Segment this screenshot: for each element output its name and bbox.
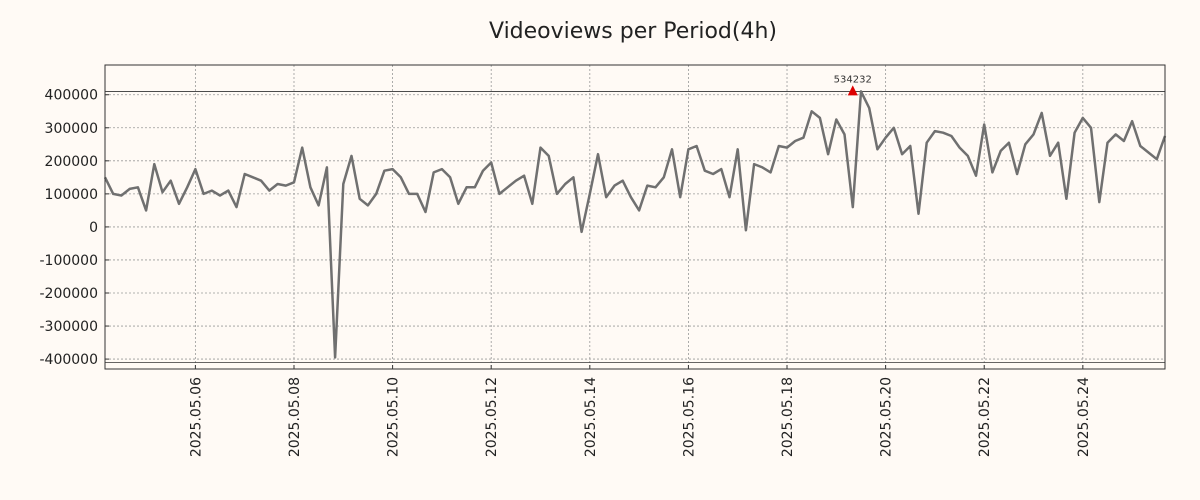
series-line bbox=[103, 90, 1167, 359]
chart-title: Videoviews per Period(4h) bbox=[489, 19, 777, 44]
x-tick-label: 2025.05.20 bbox=[879, 377, 895, 457]
peak-marker bbox=[847, 85, 858, 96]
x-tick-label: 2025.05.06 bbox=[188, 377, 204, 457]
peak-label: 534232 bbox=[834, 74, 872, 85]
x-tick-label: 2025.05.08 bbox=[287, 377, 303, 457]
x-tick-label: 2025.05.14 bbox=[583, 377, 599, 457]
y-tick-label: -400000 bbox=[40, 352, 99, 368]
x-tick-label: 2025.05.10 bbox=[386, 377, 402, 457]
y-tick-label: 0 bbox=[89, 220, 98, 236]
x-tick-label: 2025.05.16 bbox=[681, 377, 697, 457]
plot-frame bbox=[104, 64, 1166, 370]
x-tick-label: 2025.05.18 bbox=[780, 377, 796, 457]
y-tick-label: -300000 bbox=[40, 319, 99, 335]
y-tick-label: 400000 bbox=[45, 88, 98, 104]
y-tick-label: 300000 bbox=[45, 121, 98, 137]
y-tick-label: -200000 bbox=[40, 286, 99, 302]
y-tick-label: -100000 bbox=[40, 253, 99, 269]
y-tick-label: 200000 bbox=[45, 154, 98, 170]
y-axis: -400000 -300000 -200000 -100000 0 100000 20000… bbox=[40, 88, 109, 368]
x-tick-label: 2025.05.24 bbox=[1076, 377, 1092, 457]
y-tick-label: 100000 bbox=[45, 187, 98, 203]
x-tick-label: 2025.05.12 bbox=[484, 377, 500, 457]
peak-annotation: 534232 bbox=[834, 74, 872, 96]
grid-lines bbox=[105, 65, 1165, 369]
x-axis: 2025.05.06 2025.05.08 2025.05.10 2025.05.12… bbox=[188, 365, 1092, 457]
x-tick-label: 2025.05.22 bbox=[977, 377, 993, 457]
plot-series bbox=[103, 90, 1167, 359]
reference-lines bbox=[105, 91, 1165, 363]
